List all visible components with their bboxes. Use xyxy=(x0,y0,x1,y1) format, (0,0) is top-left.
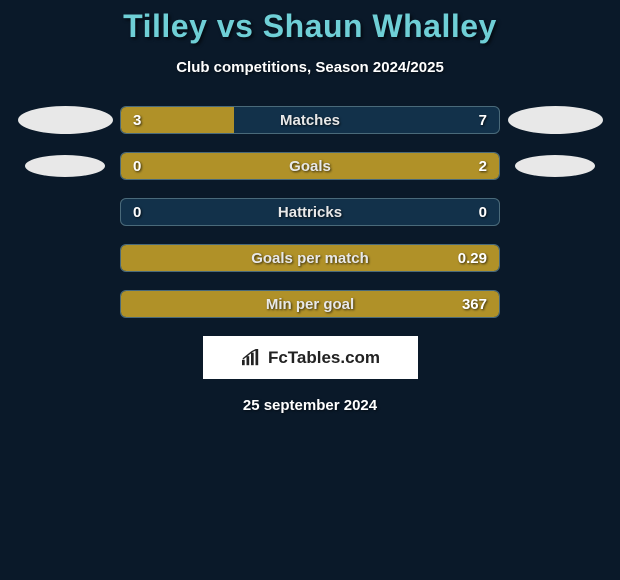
stat-label: Min per goal xyxy=(181,296,439,313)
player1-avatar xyxy=(10,155,120,177)
stat-bar-gpm: Goals per match 0.29 xyxy=(120,244,500,272)
stat-label: Goals xyxy=(181,158,439,175)
stat-bar-mpg: Min per goal 367 xyxy=(120,290,500,318)
comparison-title: Tilley vs Shaun Whalley xyxy=(0,8,620,45)
stat-row: 0 Hattricks 0 xyxy=(10,198,610,226)
stat-label: Goals per match xyxy=(181,250,439,267)
stat-label: Hattricks xyxy=(181,204,439,221)
stat-row: Goals per match 0.29 xyxy=(10,244,610,272)
stat-bar-matches: 3 Matches 7 xyxy=(120,106,500,134)
stat-value-left: 0 xyxy=(121,158,181,175)
chart-icon xyxy=(240,349,262,367)
stat-value-left: 3 xyxy=(121,112,181,129)
stat-value-right: 367 xyxy=(439,296,499,313)
player2-avatar xyxy=(500,106,610,134)
stat-row: Min per goal 367 xyxy=(10,290,610,318)
stat-row: 0 Goals 2 xyxy=(10,152,610,180)
stats-container: 3 Matches 7 0 Goals 2 0 Hattricks 0 Goal… xyxy=(0,106,620,318)
stat-bar-hattricks: 0 Hattricks 0 xyxy=(120,198,500,226)
season-subtitle: Club competitions, Season 2024/2025 xyxy=(0,59,620,76)
stat-bar-goals: 0 Goals 2 xyxy=(120,152,500,180)
logo-text: FcTables.com xyxy=(268,348,380,368)
stat-value-right: 0.29 xyxy=(439,250,499,267)
stat-value-left: 0 xyxy=(121,204,181,221)
player2-avatar xyxy=(500,155,610,177)
fctables-logo[interactable]: FcTables.com xyxy=(203,336,418,379)
stat-label: Matches xyxy=(181,112,439,129)
stat-value-right: 0 xyxy=(439,204,499,221)
stat-value-right: 2 xyxy=(439,158,499,175)
date-label: 25 september 2024 xyxy=(0,397,620,414)
player1-avatar xyxy=(10,106,120,134)
stat-row: 3 Matches 7 xyxy=(10,106,610,134)
stat-value-right: 7 xyxy=(439,112,499,129)
